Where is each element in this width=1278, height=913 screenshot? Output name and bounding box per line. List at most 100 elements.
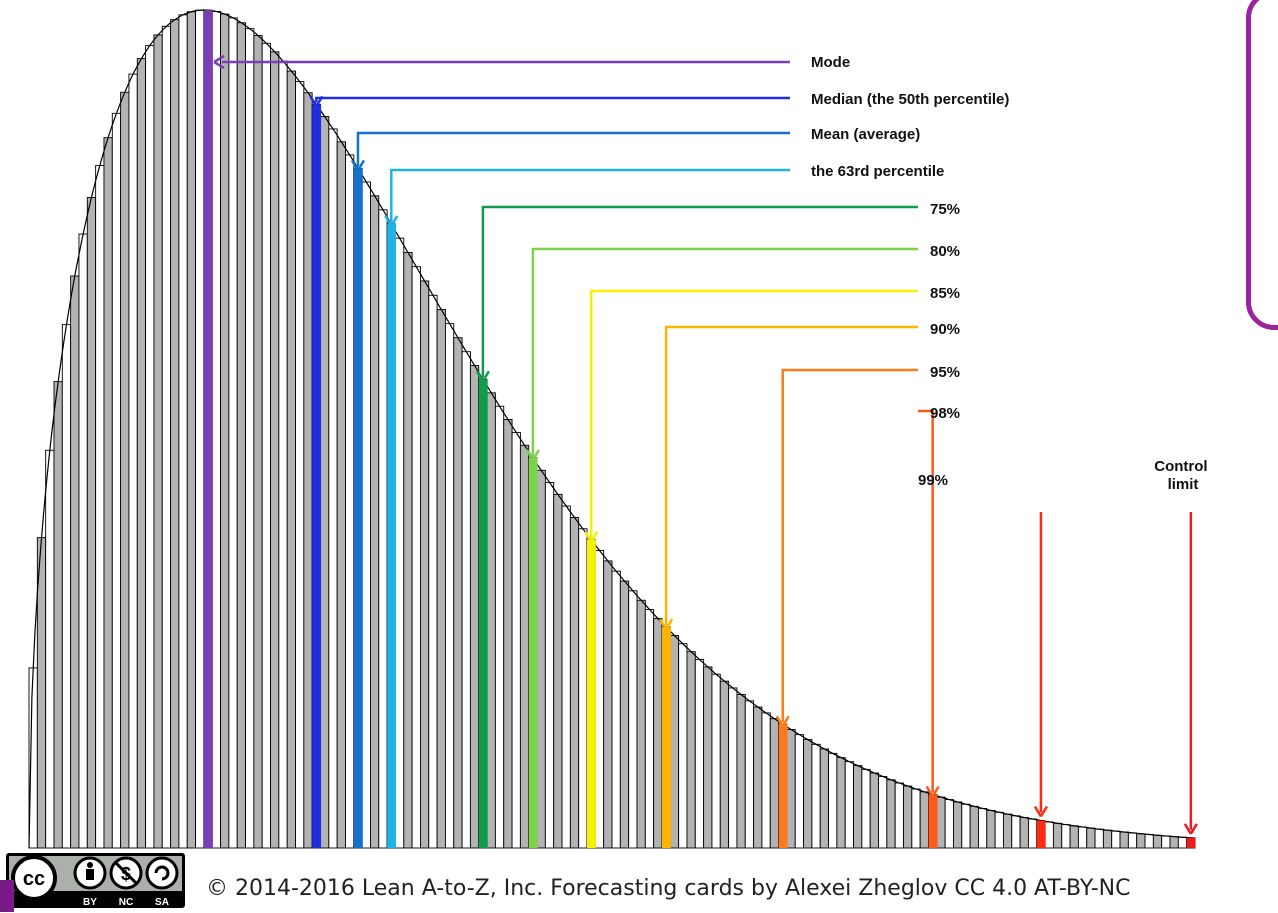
histogram-bar [103,137,113,849]
decorative-frame [1246,0,1278,330]
histogram-bar [1127,832,1138,849]
leader-line [481,205,918,378]
histogram-bar [653,617,663,849]
arrowhead [925,785,940,798]
leader-line [315,96,790,103]
arrowhead [775,715,790,727]
highlight-bar [587,539,596,848]
label-mode: Mode [811,54,850,71]
histogram-bar [728,687,738,849]
histogram-bar [278,60,288,849]
histogram-bar [1144,834,1154,849]
histogram-bar [1119,831,1129,849]
highlight-bar [387,223,397,848]
arrowhead [1033,805,1048,818]
histogram-bar [253,35,263,849]
histogram-bar [1152,834,1163,849]
decorative-corner-bar [0,880,14,912]
arrowhead [475,370,490,382]
histogram-bar [769,718,780,849]
arrowhead [350,159,366,171]
histogram-bar [1111,830,1121,849]
label-98-percent: 98% [930,405,960,422]
cc-badge-icon: cc $ BY NC SA [6,853,185,908]
histogram-bar [711,673,721,849]
histogram-bar [561,505,571,849]
histogram-bar [744,700,755,849]
highlight-bar [478,379,488,848]
histogram-bar [320,116,330,849]
histogram-bar [994,811,1004,849]
copyright-footer: © 2014-2016 Lean A-to-Z, Inc. Forecastin… [206,876,1131,901]
histogram-bar [503,418,513,849]
histogram-bar [619,580,630,849]
histogram-bar [78,233,88,849]
percentile-highlight-bars [203,10,1196,849]
histogram-bar [1061,824,1071,849]
label-63rd-percentile: the 63rd percentile [811,163,944,180]
leader-line [918,409,934,793]
leader-line [589,289,918,538]
histogram-bar [853,765,863,849]
histogram-bar [886,779,896,849]
histogram-bar [469,365,480,849]
highlight-bar [353,168,363,849]
histogram-bar [878,776,888,849]
histogram-bar [195,9,205,849]
highlight-bar [528,457,538,848]
histogram-bar [411,266,421,849]
histogram-bar [86,197,97,849]
histogram-bar [544,481,555,849]
histogram-bar [120,91,130,849]
histogram-bar [444,323,455,849]
histogram-bar [261,42,271,849]
histogram-bar [519,444,530,849]
histogram-bar [978,808,988,849]
histogram-bar [753,706,763,849]
histogram-bar [636,599,646,849]
leader-line [664,325,918,626]
histogram-bar [1177,836,1188,849]
highlight-bar [1186,837,1196,848]
histogram-bar [1086,827,1096,849]
histogram-bar [961,803,971,849]
histogram-bar [245,28,255,849]
histogram-bar [811,743,821,849]
histogram-bar [1161,835,1171,849]
histogram-bar [370,195,380,849]
histogram-bar [153,34,163,849]
histogram-bar [1136,833,1146,849]
histogram-bar [786,729,796,849]
histogram-bar [836,757,846,849]
histogram-bar [436,309,446,849]
histogram-bar [944,799,954,849]
arrowhead [213,54,225,70]
histogram-bar [686,651,696,849]
leader-line [356,131,790,167]
label-85-percent: 85% [930,285,960,302]
histogram-bar [1169,836,1179,849]
histogram-bar [328,128,338,849]
histogram-bar [761,712,771,849]
label-95-percent: 95% [930,364,960,381]
histogram-bar [969,805,979,849]
label-80-percent: 80% [930,243,960,260]
histogram-bar [128,73,138,849]
highlight-bar [778,724,788,848]
label-90-percent: 90% [930,321,960,338]
histogram-bar [419,280,430,849]
highlight-bar [312,104,322,848]
histogram-bar [236,22,246,849]
highlight-bar [1036,820,1046,848]
histogram-bar [569,517,580,849]
arrowhead [525,449,540,461]
histogram-bar [53,381,63,849]
histogram-bar [395,237,405,849]
label-control-limit-word2: limit [1168,476,1199,493]
histogram-bar [678,643,688,849]
leader-line [390,168,790,222]
histogram-bar [1077,826,1088,849]
histogram-bar [136,58,147,849]
histogram-bar [286,70,296,849]
